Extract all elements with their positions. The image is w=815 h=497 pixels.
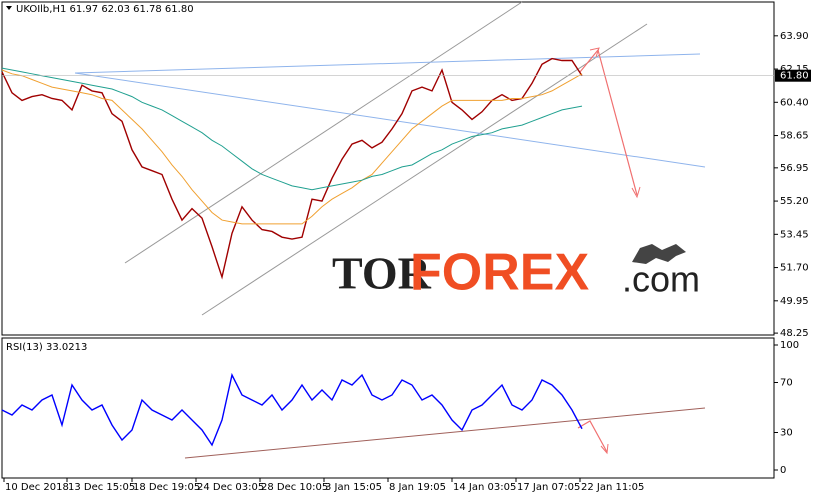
- y-tick-label: 55.20: [780, 196, 809, 207]
- watermark-brand: FOREX: [410, 244, 589, 302]
- y-tick-label: 70: [780, 378, 793, 389]
- x-tick-label: 28 Dec 10:05: [261, 482, 328, 493]
- series-line: [1, 67, 583, 191]
- last-price-box: [775, 69, 811, 82]
- trend-line: [74, 72, 706, 168]
- x-tick-label: 3 Jan 15:05: [325, 482, 382, 493]
- bull-icon: [632, 244, 686, 264]
- watermark-suffix: .com: [622, 259, 700, 300]
- y-tick-label: 51.70: [780, 263, 809, 274]
- series-line: [1, 372, 583, 447]
- y-tick-label: 49.95: [780, 296, 809, 307]
- y-tick-label: 53.45: [780, 229, 809, 240]
- y-tick-label: 48.25: [780, 328, 809, 339]
- rsi-forecast-arrow: [577, 420, 608, 453]
- arrow-head: [589, 47, 600, 58]
- y-tick-label: 0: [780, 465, 786, 476]
- y-tick-label: 56.95: [780, 163, 809, 174]
- x-tick-label: 10 Dec 2018: [5, 482, 69, 493]
- watermark: TOR FOREX .com: [332, 244, 700, 302]
- x-tick-label: 18 Dec 19:05: [133, 482, 200, 493]
- y-tick-label: 58.65: [780, 131, 809, 142]
- x-tick-label: 17 Jan 07:05: [517, 482, 580, 493]
- y-tick-label: 30: [780, 428, 793, 439]
- watermark-prefix: TOR: [332, 248, 432, 299]
- arrow-head: [631, 186, 641, 199]
- last-price-label: 61.80: [780, 71, 809, 82]
- price-panel: [1, 1, 775, 336]
- y-tick-label: 60.40: [780, 97, 809, 108]
- series-line: [1, 69, 583, 225]
- chart-title: UKOIlb,H1 61.97 62.03 61.78 61.80: [16, 4, 194, 15]
- channel-line: [124, 1, 523, 264]
- series-line: [1, 57, 583, 280]
- x-tick-label: 14 Jan 03:05: [453, 482, 516, 493]
- x-tick-label: 22 Jan 11:05: [581, 482, 644, 493]
- rsi-trend-line: [184, 407, 706, 459]
- trend-lines: [74, 1, 706, 459]
- dropdown-icon: [6, 6, 12, 10]
- y-tick-label: 63.90: [780, 31, 809, 42]
- y-tick-label: 62.15: [780, 64, 809, 75]
- arrow-head: [600, 443, 609, 455]
- y-tick-label: 100: [780, 340, 799, 351]
- x-tick-label: 24 Dec 03:05: [197, 482, 264, 493]
- rsi-title: RSI(13) 33.0213: [6, 342, 87, 353]
- x-tick-label: 8 Jan 19:05: [389, 482, 446, 493]
- channel-line: [201, 23, 648, 316]
- resistance-line: [74, 53, 701, 74]
- x-tick-label: 13 Dec 15:05: [68, 482, 135, 493]
